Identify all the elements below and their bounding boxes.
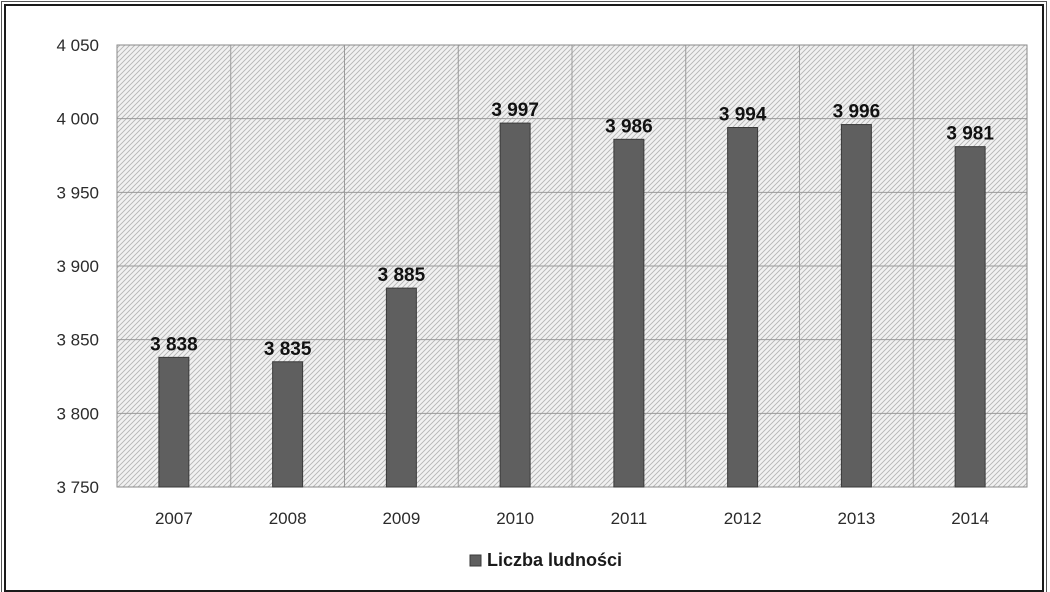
- data-label-2008: 3 835: [264, 339, 312, 360]
- legend-swatch: [469, 554, 482, 567]
- data-label-2011: 3 986: [605, 116, 653, 137]
- y-tick-label: 3 750: [56, 478, 99, 497]
- data-label-2014: 3 981: [946, 124, 994, 145]
- y-tick-label: 4 000: [56, 110, 99, 129]
- bar-2010: [499, 122, 531, 488]
- legend: Liczba ludności: [469, 550, 622, 570]
- legend-label: Liczba ludności: [487, 550, 622, 570]
- y-tick-label: 3 800: [56, 404, 99, 423]
- x-tick-label-2008: 2008: [269, 509, 307, 528]
- data-label-2013: 3 996: [833, 102, 881, 123]
- bar-2011: [613, 138, 645, 488]
- plot-border: [116, 44, 1028, 488]
- x-tick-label-2013: 2013: [837, 509, 875, 528]
- x-tick-label-2014: 2014: [951, 509, 989, 528]
- x-tick-label-2011: 2011: [611, 509, 648, 528]
- y-tick-label: 3 950: [56, 183, 99, 202]
- y-tick-label: 4 050: [56, 36, 99, 55]
- plot-area: 3 750 3 800 3 850 3 900 3 950 4 000 4 050 3 838…: [56, 36, 1028, 528]
- bar-2013: [840, 124, 872, 488]
- bar-2009: [385, 287, 417, 488]
- y-tick-label: 3 900: [56, 257, 99, 276]
- data-label-2007: 3 838: [150, 334, 198, 355]
- data-label-2009: 3 885: [378, 265, 426, 286]
- bar-2012: [727, 127, 759, 488]
- bar-2007: [158, 356, 190, 488]
- y-tick-label: 3 850: [56, 331, 99, 350]
- data-label-2012: 3 994: [719, 105, 767, 126]
- bar-2008: [272, 361, 304, 488]
- data-label-2010: 3 997: [491, 100, 539, 121]
- x-tick-label-2010: 2010: [496, 509, 534, 528]
- x-tick-label-2007: 2007: [155, 509, 193, 528]
- x-tick-label-2012: 2012: [724, 509, 762, 528]
- x-tick-label-2009: 2009: [382, 509, 420, 528]
- bar-2014: [954, 146, 986, 488]
